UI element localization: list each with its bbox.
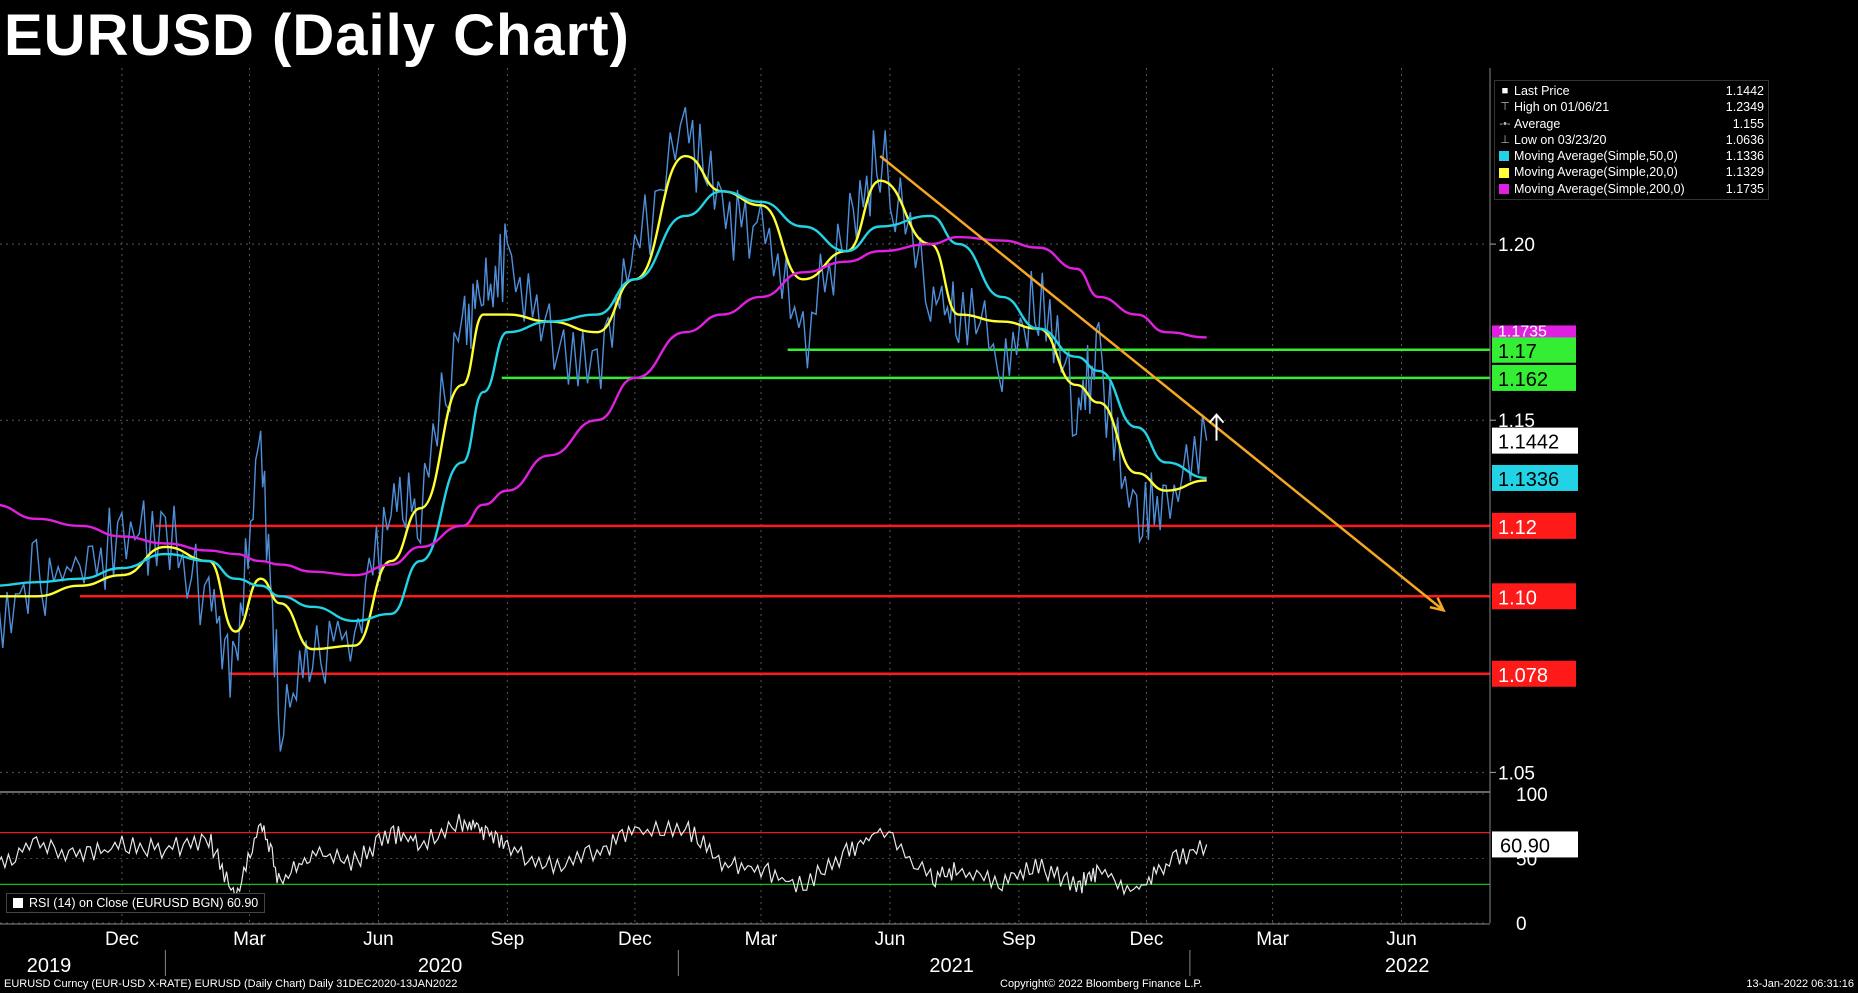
- level-tag: [1492, 583, 1576, 610]
- price-series-lines: [0, 107, 1208, 752]
- legend-label: Moving Average(Simple,200,0): [1514, 181, 1685, 196]
- x-month-label: Jun: [1386, 929, 1417, 950]
- trendline-group: [879, 155, 1446, 613]
- x-year-label: 2022: [1385, 955, 1430, 976]
- rsi-line: [0, 813, 1208, 901]
- legend-item: ⊤ High on 01/06/21 1.2349: [1499, 99, 1764, 115]
- x-month-label: Mar: [745, 929, 778, 950]
- legend-item: ■ Last Price 1.1442: [1499, 83, 1764, 99]
- axis-value-tag: [1492, 427, 1578, 454]
- level-tag: [1492, 336, 1576, 363]
- legend-item: ⊥ Low on 03/23/20 1.0636: [1499, 132, 1764, 148]
- x-month-label: Dec: [105, 929, 139, 950]
- last-price-icon: ■: [1501, 85, 1509, 97]
- legend-label: Last Price: [1514, 84, 1570, 98]
- high-marker-icon: ⊤: [1500, 101, 1510, 114]
- level-tag: [1492, 364, 1576, 391]
- legend-label: Average: [1514, 116, 1561, 131]
- level-tag-label: 1.078: [1498, 665, 1548, 687]
- legend-label: Moving Average(Simple,20,0): [1514, 165, 1678, 180]
- rsi-legend-text: RSI (14) on Close (EURUSD BGN) 60.90: [29, 896, 259, 910]
- legend-value: 1.2349: [1725, 100, 1764, 115]
- legend-value: 1.0636: [1725, 132, 1764, 147]
- x-month-label: Jun: [363, 929, 394, 950]
- x-month-label: Sep: [1002, 929, 1036, 950]
- axis-value-tag: [1492, 464, 1578, 491]
- legend-label: Low on 03/23/20: [1514, 132, 1607, 147]
- y-tick-label: 1.05: [1498, 763, 1535, 784]
- ma200-line: [0, 235, 1207, 577]
- footer-copyright: Copyright© 2022 Bloomberg Finance L.P.: [1000, 978, 1203, 990]
- rsi-value-label: 60.90: [1500, 835, 1550, 857]
- axis-value-label: 1.1336: [1498, 469, 1559, 491]
- footer-bar: EURUSD Curncy (EUR-USD X-RATE) EURUSD (D…: [0, 976, 1858, 993]
- level-tag: [1492, 660, 1576, 687]
- average-marker-icon: -•-: [1499, 117, 1511, 130]
- rsi-swatch: [13, 898, 23, 908]
- legend-value: 1.1442: [1725, 84, 1764, 98]
- legend-item: Moving Average(Simple,200,0) 1.1735: [1499, 181, 1764, 197]
- ma50-swatch: [1499, 151, 1509, 162]
- x-year-label: 2019: [27, 955, 72, 976]
- legend-value: 1.155: [1732, 116, 1764, 131]
- footer-left: EURUSD Curncy (EUR-USD X-RATE) EURUSD (D…: [4, 978, 458, 990]
- level-tag: [1492, 512, 1576, 539]
- legend-item: Moving Average(Simple,50,0) 1.1336: [1499, 148, 1764, 164]
- legend-label: High on 01/06/21: [1514, 100, 1610, 115]
- x-month-label: Jun: [875, 929, 906, 950]
- legend-value: 1.1336: [1725, 149, 1764, 164]
- legend-box: ■ Last Price 1.1442 ⊤ High on 01/06/21 1.2349…: [1494, 80, 1769, 201]
- footer-timestamp: 13-Jan-2022 06:31:16: [1746, 978, 1854, 990]
- level-tag-label: 1.12: [1498, 517, 1537, 539]
- ma200-swatch: [1499, 183, 1509, 194]
- legend-item: Moving Average(Simple,20,0) 1.1329: [1499, 164, 1764, 180]
- legend-value: 1.1735: [1725, 181, 1764, 196]
- level-tag-label: 1.162: [1498, 369, 1548, 391]
- trendline-arrowhead: [1429, 597, 1446, 613]
- ma20-swatch: [1499, 167, 1509, 178]
- y-tick-label: 1.15: [1498, 411, 1535, 432]
- rsi-value-tag: [1492, 831, 1578, 858]
- rsi-legend: RSI (14) on Close (EURUSD BGN) 60.90: [6, 893, 266, 913]
- x-month-label: Mar: [1256, 929, 1289, 950]
- x-month-label: Sep: [490, 929, 524, 950]
- y-tick-label: 1.20: [1498, 235, 1535, 256]
- legend-label: Moving Average(Simple,50,0): [1514, 149, 1678, 164]
- legend-value: 1.1329: [1725, 165, 1764, 180]
- horizontal-levels: [79, 348, 1490, 676]
- x-month-label: Dec: [618, 929, 652, 950]
- grid-lines: [0, 68, 1487, 924]
- x-month-label: Dec: [1130, 929, 1164, 950]
- rsi-tick-label: 0: [1516, 914, 1527, 935]
- x-year-label: 2021: [929, 955, 974, 976]
- rsi-tick-label: 100: [1516, 785, 1548, 806]
- low-marker-icon: ⊥: [1500, 133, 1510, 146]
- axis-value-label: 1.1442: [1498, 432, 1559, 454]
- price-line: [0, 107, 1208, 752]
- axis-tags: 1.17 1.162 1.12 1.10 1.078 1.1735 1.1442 1.1336…: [1492, 323, 1578, 858]
- ma200-tag: [1492, 325, 1576, 338]
- trendline: [879, 155, 1445, 612]
- ma200-tag-label: 1.1735: [1498, 323, 1547, 340]
- ma20-line: [0, 154, 1207, 651]
- x-month-label: Mar: [233, 929, 266, 950]
- x-year-label: 2020: [418, 955, 463, 976]
- up-arrow-head: [1208, 413, 1225, 424]
- rsi-panel: [0, 813, 1490, 901]
- ma50-line: [0, 190, 1207, 623]
- chart-title: EURUSD (Daily Chart): [4, 3, 630, 68]
- level-tag-label: 1.17: [1498, 341, 1537, 363]
- level-tag-label: 1.10: [1498, 587, 1537, 609]
- legend-item: -•- Average 1.155: [1499, 116, 1764, 132]
